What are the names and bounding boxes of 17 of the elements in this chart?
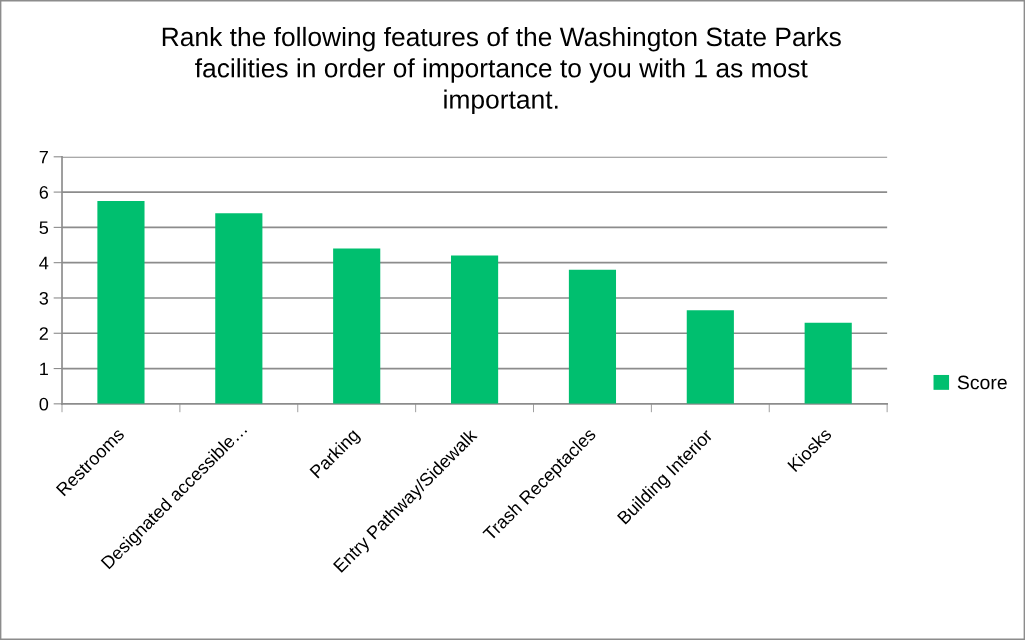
bar [215, 213, 263, 404]
bar [686, 310, 734, 404]
y-tick-label: 6 [39, 186, 49, 199]
bar [804, 322, 852, 404]
legend-label: Score [957, 375, 1007, 390]
y-tick-label: 2 [39, 327, 48, 340]
y-tick-label: 1 [40, 362, 48, 376]
bar [333, 248, 381, 404]
bar [451, 255, 499, 404]
bar [97, 200, 145, 404]
y-tick-label: 4 [39, 256, 49, 270]
chart-title: Rank the following features of the Washington State Parks facilities in order of importance to you with 1 as most important. [162, 26, 841, 115]
y-tick-label: 7 [39, 150, 48, 164]
bar [568, 269, 617, 404]
y-tick-label: 3 [39, 291, 49, 305]
y-tick-label: 5 [39, 221, 49, 235]
y-tick-label: 0 [39, 397, 49, 411]
